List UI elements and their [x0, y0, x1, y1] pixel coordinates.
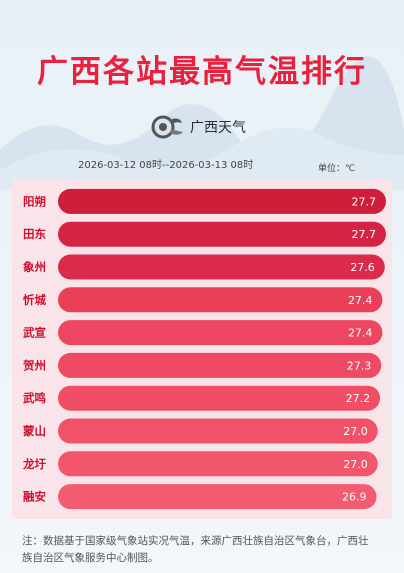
temperature-value-label: 27.6	[350, 261, 375, 274]
station-label: 武宣	[23, 326, 46, 340]
page-title: 广西各站最高气温排行	[37, 54, 367, 90]
station-label: 贺州	[22, 358, 46, 372]
station-label: 融安	[23, 490, 46, 504]
temperature-bar	[58, 352, 382, 378]
temperature-bar	[58, 320, 383, 346]
temperature-bar	[58, 221, 386, 247]
station-label: 龙圩	[22, 457, 46, 471]
temperature-bar	[58, 385, 381, 411]
temperature-bar	[58, 418, 378, 444]
brand-name: 广西天气	[190, 120, 246, 136]
temperature-value-label: 27.3	[347, 359, 372, 372]
chart-panel: 阳朔 27.7 田东 27.7 象州 27.6 忻城 27.4 武宣 27.4 贺州 27.3 武鸣 27…	[12, 179, 392, 519]
temperature-value-label: 26.9	[342, 491, 367, 504]
temperature-value-label: 27.4	[348, 327, 373, 340]
temperature-bar	[58, 188, 386, 214]
temperature-value-label: 27.2	[346, 392, 371, 405]
station-label: 忻城	[23, 293, 46, 307]
temperature-value-label: 27.4	[348, 294, 373, 307]
temperature-value-label: 27.7	[352, 228, 377, 241]
brand-logo: 广西天气	[150, 112, 246, 142]
station-label: 武鸣	[23, 391, 46, 405]
station-label: 象州	[23, 260, 46, 274]
station-label: 蒙山	[23, 424, 46, 438]
temperature-value-label: 27.0	[343, 458, 368, 471]
station-label: 田东	[23, 227, 46, 241]
mountain-background	[0, 56, 404, 190]
weather-logo-icon	[151, 115, 183, 139]
temperature-bar	[58, 484, 377, 510]
footnote: 注：数据基于国家级气象站实况气温，来源广西壮族自治区气象台，广西壮族自治区气象服…	[22, 535, 369, 564]
temperature-value-label: 27.0	[343, 425, 368, 438]
temperature-bar	[58, 287, 383, 313]
date-range: 2026-03-12 08时--2026-03-13 08时	[78, 160, 254, 171]
temperature-bar	[58, 451, 378, 477]
station-label: 阳朔	[23, 194, 46, 208]
unit-label: 单位：℃	[318, 164, 356, 174]
temperature-value-label: 27.7	[352, 195, 377, 208]
ranking-bar-chart: 阳朔 27.7 田东 27.7 象州 27.6 忻城 27.4 武宣 27.4 贺州 27.3 武鸣 27…	[22, 188, 386, 510]
temperature-bar	[58, 254, 385, 280]
